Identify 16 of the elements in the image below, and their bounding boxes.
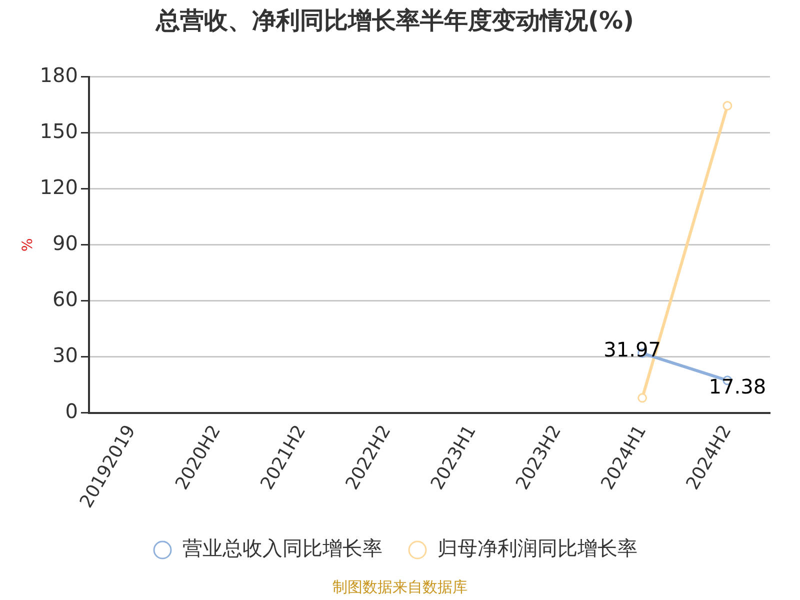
chart-title: 总营收、净利同比增长率半年度变动情况(%) [155, 6, 634, 35]
point [638, 393, 648, 403]
y-tick-label: 0 [65, 399, 78, 424]
y-tick-label: 150 [40, 119, 78, 144]
y-axis-title: % [20, 238, 36, 252]
text: 制图数据来自数据库 [332, 578, 468, 596]
y-tick-label: 180 [40, 63, 78, 88]
data-label: 31.97 [604, 337, 661, 362]
y-tick-label: 90 [52, 231, 78, 256]
legend-label: 营业总收入同比增长率 [182, 536, 382, 560]
data-label: 17.38 [708, 374, 766, 399]
point [722, 100, 732, 110]
y-tick-label: 30 [52, 343, 78, 368]
y-tick-label: 120 [40, 175, 78, 200]
legend-label: 归母净利润同比增长率 [438, 536, 638, 560]
y-tick-label: 60 [52, 287, 78, 312]
